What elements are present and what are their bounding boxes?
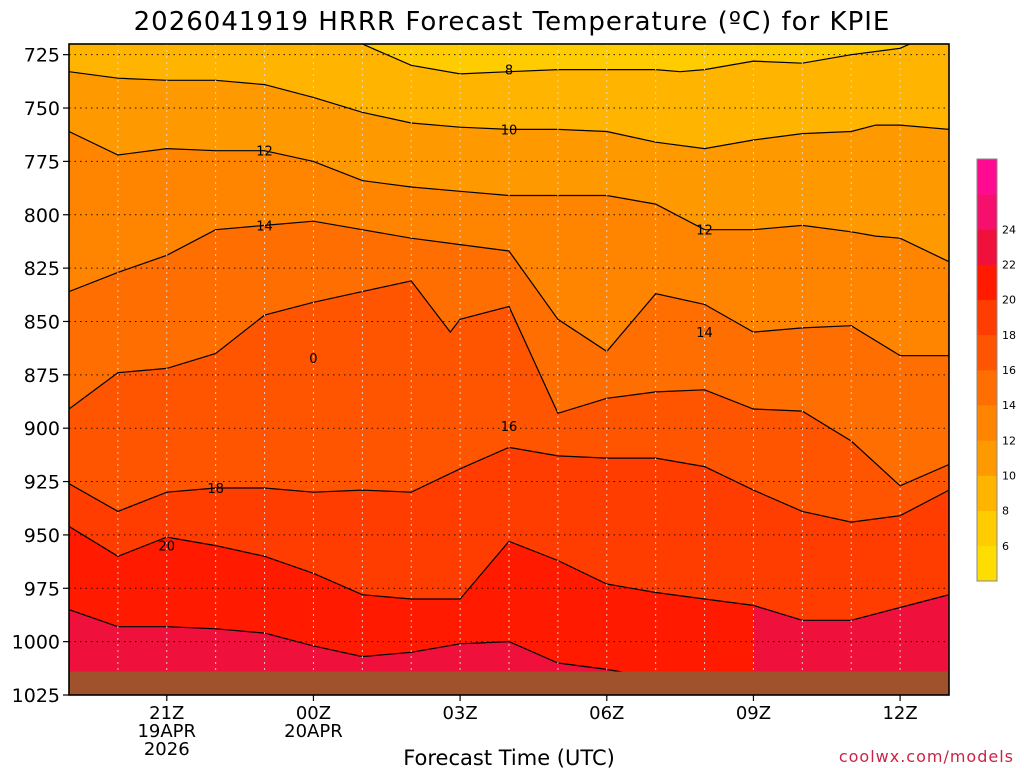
x-axis-label: Forecast Time (UTC) (403, 746, 615, 768)
y-tick-label: 975 (24, 578, 60, 600)
isotherm-12c (69, 130, 949, 263)
x-tick-label: 20APR (284, 721, 343, 742)
isotherm-label: 8 (505, 64, 513, 79)
colorbar-label: 18 (1002, 329, 1016, 342)
x-tick-label: 21Z (149, 703, 184, 724)
x-tick-label: 2026 (144, 739, 190, 760)
colorbar-label: 20 (1002, 294, 1016, 307)
isotherm-label: 14 (256, 219, 273, 234)
ground-surface (69, 671, 949, 695)
y-tick-label: 1025 (12, 685, 60, 707)
isotherm-labels: 8 10 12 12 14 14 16 18 20 0 (159, 64, 713, 555)
y-tick-label: 750 (24, 98, 60, 120)
y-tick-label: 875 (24, 365, 60, 387)
colorbar-legend: 6 8 10 12 14 16 18 20 22 24 (976, 158, 1016, 582)
isotherm-16c (69, 280, 949, 487)
y-tick-label: 725 (24, 45, 60, 67)
x-tick-label: 06Z (589, 703, 624, 724)
isotherm-label: 18 (207, 482, 224, 497)
isotherm-label: 12 (696, 224, 713, 239)
isotherm-14c (69, 220, 949, 357)
colorbar-swatch-20 (977, 264, 997, 300)
colorbar-label: 6 (1002, 540, 1009, 553)
y-tick-label: 800 (24, 205, 60, 227)
x-tick-label: 12Z (882, 703, 917, 724)
x-tick-label: 19APR (137, 721, 196, 742)
band-below-10c (69, 44, 949, 149)
colorbar-label: 10 (1002, 470, 1016, 483)
y-tick-label: 1000 (12, 632, 60, 654)
y-tick-label: 775 (24, 151, 60, 173)
colorbar-swatch-6 (977, 510, 997, 547)
plot-frame (68, 43, 950, 696)
y-tick-label: 825 (24, 258, 60, 280)
grid-lines (69, 44, 949, 695)
colorbar-label: 24 (1002, 223, 1016, 236)
colorbar-label: 8 (1002, 505, 1009, 518)
x-tick-label: 03Z (442, 703, 477, 724)
colorbar-label: 22 (1002, 259, 1016, 272)
isotherm-8c (362, 44, 911, 75)
x-tick-label: 09Z (736, 703, 771, 724)
colorbar-swatch-4 (977, 545, 997, 582)
colorbar-swatch-18 (977, 299, 997, 336)
y-axis: 725 750 775 800 825 850 875 900 925 950 975 1000 102… (12, 45, 69, 707)
isotherm-label: 10 (501, 123, 518, 138)
y-tick-label: 900 (24, 418, 60, 440)
credit-text: coolwx.com/models (839, 747, 1014, 766)
colorbar-swatch-26 (977, 159, 997, 195)
colorbar-swatch-16 (977, 334, 997, 371)
ground-fill (69, 671, 949, 695)
isotherm-label: 16 (501, 420, 518, 435)
colorbar-label: 16 (1002, 364, 1016, 377)
isotherm-label: 12 (256, 145, 273, 160)
chart-title: 2026041919 HRRR Forecast Temperature (ºC… (134, 7, 891, 37)
y-tick-label: 850 (24, 311, 60, 333)
y-tick-label: 950 (24, 525, 60, 547)
colorbar-swatch-8 (977, 475, 997, 511)
colorbar-swatch-24 (977, 194, 997, 230)
colorbar-frame (976, 158, 998, 582)
colorbar-swatch-22 (977, 229, 997, 265)
isotherm-label: 0 (309, 352, 317, 367)
isotherm-label: 20 (159, 540, 176, 555)
isotherm-label: 14 (696, 326, 713, 341)
colorbar-label: 12 (1002, 434, 1016, 447)
colorbar-label: 14 (1002, 399, 1016, 412)
colorbar-swatch-12 (977, 405, 997, 441)
colorbar-swatch-14 (977, 370, 997, 406)
y-tick-label: 925 (24, 472, 60, 494)
x-tick-label: 00Z (296, 703, 331, 724)
isotherm-10c (69, 71, 949, 150)
colorbar-swatch-10 (977, 440, 997, 476)
band-below-8c (362, 44, 910, 74)
